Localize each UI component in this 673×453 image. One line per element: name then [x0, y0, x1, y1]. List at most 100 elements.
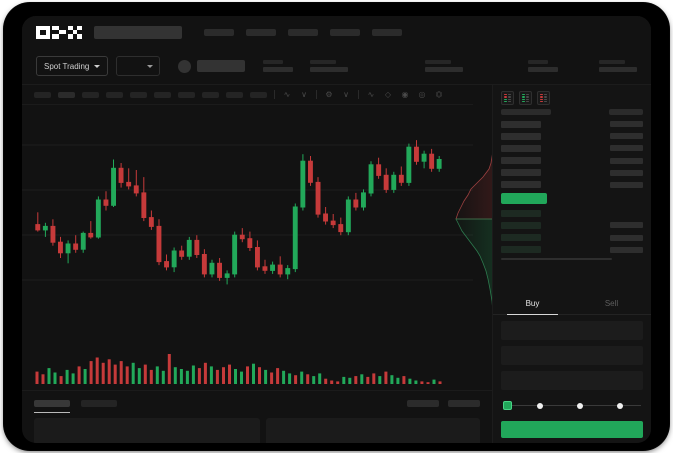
- order-price-field[interactable]: [501, 321, 643, 340]
- toolbar-divider: [316, 90, 317, 99]
- orders-tabs: [22, 391, 492, 413]
- logo-letter-x: [68, 25, 82, 39]
- stat-24h-change: [310, 60, 348, 72]
- tab-open-orders[interactable]: [34, 400, 70, 413]
- bottom-block-left[interactable]: [34, 418, 260, 443]
- nav-item-1[interactable]: [204, 28, 234, 36]
- interval-button-5[interactable]: [130, 91, 147, 98]
- bottom-action-1[interactable]: [407, 400, 439, 407]
- interval-button-8[interactable]: [202, 91, 219, 98]
- camera-icon[interactable]: ◉: [401, 89, 409, 99]
- chart-type-icon[interactable]: ∨: [343, 89, 349, 99]
- interval-button-9[interactable]: [226, 91, 243, 98]
- nav-item-4[interactable]: [330, 28, 360, 36]
- slider-track: [507, 405, 641, 406]
- nav-item-3[interactable]: [288, 28, 318, 36]
- orderbook-bid-row[interactable]: [501, 209, 643, 217]
- stat-24h-low: [528, 60, 558, 72]
- volume-series: [35, 354, 442, 384]
- chevron-down-icon: [94, 64, 101, 68]
- volume-chart: [22, 346, 473, 390]
- slider-handle[interactable]: [503, 401, 512, 410]
- orderbook-toggle-both[interactable]: [501, 91, 514, 105]
- search-input[interactable]: [94, 25, 182, 39]
- toolbar-divider: [358, 90, 359, 99]
- ticker-pair-label: [197, 60, 245, 72]
- orderbook-ask-row[interactable]: [501, 181, 643, 189]
- amount-percent-slider[interactable]: [503, 401, 641, 411]
- chevron-down-icon: [147, 64, 153, 68]
- ticker-pair[interactable]: [178, 59, 245, 73]
- toolbar-divider: [274, 90, 275, 99]
- stat-last-price: [263, 60, 293, 72]
- tab-buy[interactable]: Buy: [493, 293, 572, 315]
- orderbook-bid-row[interactable]: [501, 234, 643, 242]
- orderbook-ask-row[interactable]: [501, 144, 643, 152]
- logo-letter-o: [36, 25, 50, 39]
- orderbook-price-label: [501, 109, 551, 115]
- slider-node-75[interactable]: [617, 402, 623, 409]
- nav-item-5[interactable]: [372, 28, 402, 36]
- submit-order-button[interactable]: [501, 421, 643, 438]
- buy-sell-tabs: Buy Sell: [493, 293, 651, 315]
- interval-button-4[interactable]: [106, 91, 123, 98]
- order-amount-field[interactable]: [501, 346, 643, 365]
- interval-button-2[interactable]: [58, 91, 75, 98]
- candlestick-series: [22, 140, 473, 285]
- chart-gridlines: [22, 144, 473, 281]
- tab-active-indicator: [34, 411, 70, 413]
- chart-toolbar: ∿ ∨ ⚙ ∨ ∿ ◇ ◉ ◎ ⏣: [22, 85, 473, 105]
- undo-icon[interactable]: ◎: [418, 89, 426, 99]
- bottom-action-2[interactable]: [448, 400, 480, 407]
- orderbook-ask-row[interactable]: [501, 132, 643, 140]
- orderbook-bid-row[interactable]: [501, 221, 643, 229]
- orderbook-ask-row[interactable]: [501, 169, 643, 177]
- ticker-bar: Spot Trading: [22, 48, 651, 85]
- compare-icon[interactable]: ∨: [301, 89, 307, 99]
- slider-node-25[interactable]: [537, 402, 543, 409]
- tab-sell[interactable]: Sell: [604, 299, 619, 308]
- nav-item-2[interactable]: [246, 28, 276, 36]
- header-nav: [204, 28, 402, 36]
- ticker-stats: [263, 60, 637, 72]
- orderbook-amount-label: [609, 109, 643, 115]
- bottom-block-right[interactable]: [265, 418, 480, 443]
- orderbook-header: [501, 109, 643, 115]
- settings-icon[interactable]: ⚙: [325, 89, 333, 99]
- interval-button-3[interactable]: [82, 91, 99, 98]
- order-total-field[interactable]: [501, 371, 643, 390]
- interval-button-7[interactable]: [178, 91, 195, 98]
- orderbook-scrollbar[interactable]: [501, 257, 612, 260]
- trade-form: Buy Sell: [493, 293, 651, 438]
- orderbook-list[interactable]: [493, 109, 651, 260]
- app-screen: OKX Spot Trading: [22, 16, 651, 443]
- app-header: OKX: [22, 16, 651, 48]
- stat-24h-high: [425, 60, 463, 72]
- logo-letter-k: [52, 25, 66, 39]
- orderbook-bid-row[interactable]: [501, 246, 643, 254]
- okx-logo[interactable]: OKX: [36, 25, 82, 39]
- interval-button-1[interactable]: [34, 91, 51, 98]
- price-chart[interactable]: [22, 105, 473, 305]
- orderbook-ask-row[interactable]: [501, 120, 643, 128]
- line-tool-icon[interactable]: ∿: [367, 89, 375, 99]
- orderbook-panel: Buy Sell: [492, 85, 651, 443]
- tab-order-history[interactable]: [81, 400, 117, 407]
- orderbook-ask-row[interactable]: [501, 157, 643, 165]
- mode-select[interactable]: Spot Trading: [36, 56, 109, 76]
- orderbook-toggle-asks[interactable]: [537, 91, 550, 105]
- pair-select[interactable]: [116, 56, 160, 76]
- orders-content: [22, 407, 492, 443]
- fullscreen-icon[interactable]: ⏣: [435, 89, 443, 99]
- orderbook-layout-toggles: [493, 85, 651, 109]
- orders-panel: [22, 390, 492, 443]
- slider-node-50[interactable]: [577, 402, 583, 409]
- indicator-icon[interactable]: ∿: [283, 89, 291, 99]
- device-frame: OKX Spot Trading: [4, 3, 669, 450]
- interval-button-6[interactable]: [154, 91, 171, 98]
- interval-button-10[interactable]: [250, 91, 267, 98]
- orderbook-toggle-bids[interactable]: [519, 91, 532, 105]
- magnet-icon[interactable]: ◇: [384, 89, 392, 99]
- orders-actions: [407, 400, 480, 407]
- mode-select-label: Spot Trading: [44, 61, 90, 71]
